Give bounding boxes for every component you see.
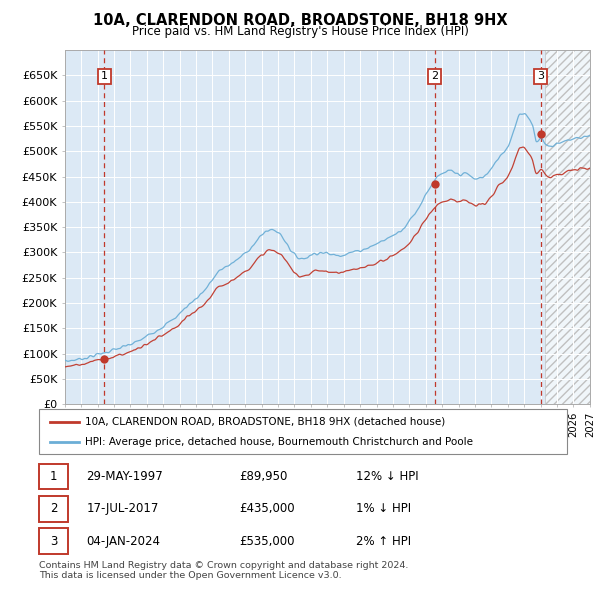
Text: 1% ↓ HPI: 1% ↓ HPI xyxy=(356,502,411,516)
Text: 1: 1 xyxy=(50,470,57,483)
Text: HPI: Average price, detached house, Bournemouth Christchurch and Poole: HPI: Average price, detached house, Bour… xyxy=(85,437,473,447)
Text: 2% ↑ HPI: 2% ↑ HPI xyxy=(356,535,411,548)
Text: 04-JAN-2024: 04-JAN-2024 xyxy=(86,535,161,548)
Text: 17-JUL-2017: 17-JUL-2017 xyxy=(86,502,159,516)
Bar xyxy=(545,50,590,404)
Text: £435,000: £435,000 xyxy=(239,502,295,516)
Text: 10A, CLARENDON ROAD, BROADSTONE, BH18 9HX: 10A, CLARENDON ROAD, BROADSTONE, BH18 9H… xyxy=(92,13,508,28)
Text: 10A, CLARENDON ROAD, BROADSTONE, BH18 9HX (detached house): 10A, CLARENDON ROAD, BROADSTONE, BH18 9H… xyxy=(85,417,446,427)
Text: 3: 3 xyxy=(50,535,57,548)
FancyBboxPatch shape xyxy=(39,464,68,490)
Text: £535,000: £535,000 xyxy=(239,535,295,548)
FancyBboxPatch shape xyxy=(39,529,68,553)
Text: 2: 2 xyxy=(431,71,438,81)
Bar xyxy=(545,50,590,404)
Text: 29-MAY-1997: 29-MAY-1997 xyxy=(86,470,163,483)
Text: Contains HM Land Registry data © Crown copyright and database right 2024.: Contains HM Land Registry data © Crown c… xyxy=(39,560,409,569)
Text: 1: 1 xyxy=(101,71,108,81)
Text: 3: 3 xyxy=(537,71,544,81)
Text: Price paid vs. HM Land Registry's House Price Index (HPI): Price paid vs. HM Land Registry's House … xyxy=(131,25,469,38)
Text: 2: 2 xyxy=(50,502,57,516)
Text: This data is licensed under the Open Government Licence v3.0.: This data is licensed under the Open Gov… xyxy=(39,571,341,580)
FancyBboxPatch shape xyxy=(39,496,68,522)
Text: £89,950: £89,950 xyxy=(239,470,288,483)
Text: 12% ↓ HPI: 12% ↓ HPI xyxy=(356,470,418,483)
